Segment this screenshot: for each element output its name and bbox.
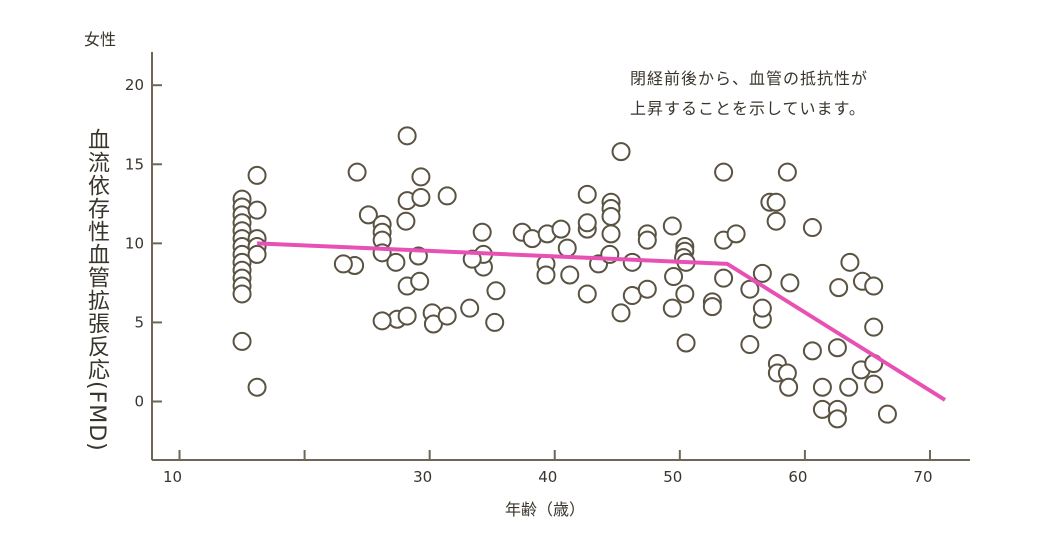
- x-axis-label: 年齢（歳）: [505, 500, 586, 519]
- data-point: [779, 377, 799, 397]
- data-point: [611, 303, 631, 323]
- data-point: [247, 377, 267, 397]
- data-point: [397, 126, 417, 146]
- data-point: [551, 219, 571, 239]
- data-point: [726, 224, 746, 244]
- data-point: [864, 276, 884, 296]
- y-tick-label: 10: [125, 234, 144, 252]
- data-point: [232, 284, 252, 304]
- data-point: [840, 252, 860, 272]
- data-point: [664, 267, 684, 287]
- data-point: [557, 238, 577, 258]
- data-point: [662, 216, 682, 236]
- x-tick-label: 30: [413, 468, 432, 486]
- x-tick-label: 10: [163, 468, 182, 486]
- data-point: [333, 254, 353, 274]
- data-point: [577, 213, 597, 233]
- x-tick-label: 60: [788, 468, 807, 486]
- data-point: [577, 284, 597, 304]
- data-point: [611, 142, 631, 162]
- data-point: [411, 187, 431, 207]
- data-point: [396, 211, 416, 231]
- data-point: [437, 306, 457, 326]
- data-point: [460, 298, 480, 318]
- data-point: [702, 297, 722, 317]
- data-point: [740, 279, 760, 299]
- group-label: 女性: [84, 30, 117, 49]
- data-point: [864, 374, 884, 394]
- data-point: [577, 184, 597, 204]
- data-point: [536, 265, 556, 285]
- data-point: [485, 312, 505, 332]
- data-point: [437, 186, 457, 206]
- data-point: [486, 281, 506, 301]
- data-point: [358, 205, 378, 225]
- x-tick-label: 50: [663, 468, 682, 486]
- data-point: [560, 265, 580, 285]
- data-point: [601, 224, 621, 244]
- y-tick-label: 5: [134, 313, 144, 331]
- annotation-line-1: 閉経前後から、血管の抵抗性が: [630, 69, 869, 88]
- data-point: [662, 298, 682, 318]
- data-point: [802, 218, 822, 238]
- y-axis-label: 血流依存性血管拡張反応(FMD): [84, 128, 109, 452]
- data-point: [232, 331, 252, 351]
- data-point: [802, 341, 822, 361]
- data-point: [247, 244, 267, 264]
- trend-line: [256, 241, 947, 402]
- y-tick-label: 20: [125, 76, 144, 94]
- y-tick-label: 0: [134, 392, 144, 410]
- data-point: [247, 165, 267, 185]
- data-point: [714, 268, 734, 288]
- data-point: [839, 377, 859, 397]
- x-tick-label: 70: [913, 468, 932, 486]
- data-point: [766, 211, 786, 231]
- data-point: [827, 338, 847, 358]
- data-point: [247, 200, 267, 220]
- data-point: [877, 404, 897, 424]
- data-point: [676, 333, 696, 353]
- data-point: [812, 377, 832, 397]
- data-point: [622, 252, 642, 272]
- annotation-line-2: 上昇することを示しています。: [630, 99, 866, 118]
- data-point: [864, 317, 884, 337]
- data-point: [780, 273, 800, 293]
- data-point: [637, 279, 657, 299]
- data-point: [714, 162, 734, 182]
- data-point: [410, 271, 430, 291]
- data-point: [829, 278, 849, 298]
- x-tick-label: 40: [538, 468, 557, 486]
- y-tick-label: 15: [125, 155, 144, 173]
- data-point: [752, 298, 772, 318]
- data-point: [675, 284, 695, 304]
- data-point: [601, 206, 621, 226]
- data-point: [411, 167, 431, 187]
- data-point: [347, 162, 367, 182]
- data-point: [740, 335, 760, 355]
- data-point: [637, 230, 657, 250]
- data-point: [472, 222, 492, 242]
- data-point: [827, 409, 847, 429]
- annotation: 閉経前後から、血管の抵抗性が 上昇することを示しています。: [630, 64, 868, 124]
- data-point: [397, 306, 417, 326]
- data-point: [777, 162, 797, 182]
- data-point: [386, 252, 406, 272]
- data-point: [766, 192, 786, 212]
- data-point: [752, 263, 772, 283]
- data-point: [372, 311, 392, 331]
